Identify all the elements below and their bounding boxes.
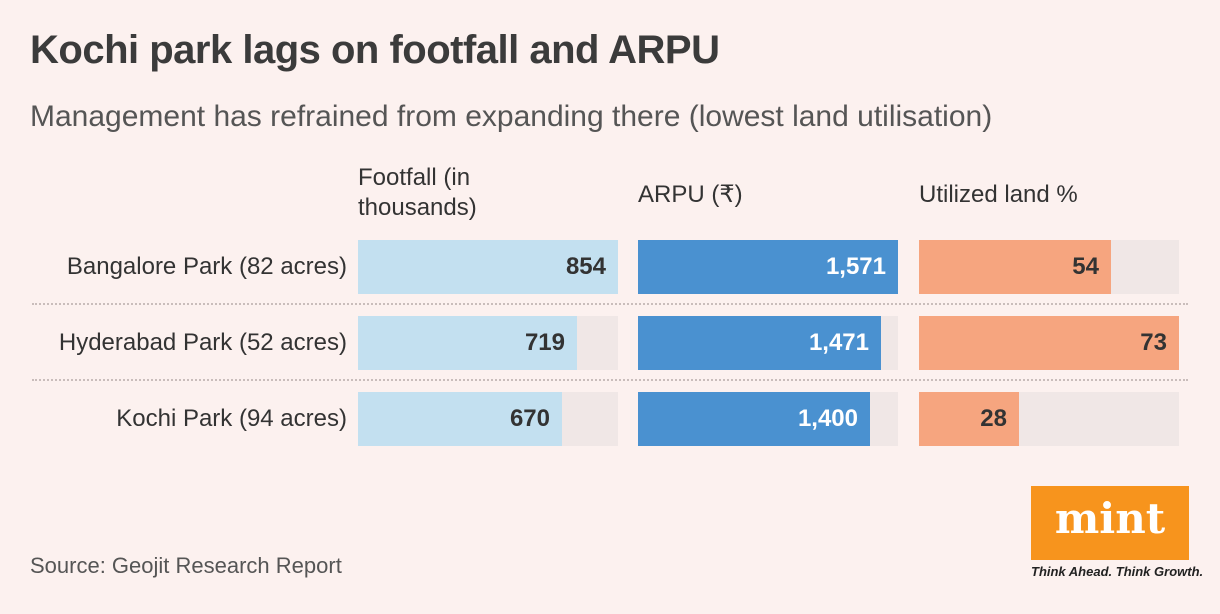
bar-track-arpu: 1,571 — [638, 240, 898, 294]
row-divider — [32, 379, 1188, 381]
bar-land: 28 — [919, 392, 1019, 446]
bar-value-arpu: 1,471 — [808, 329, 869, 356]
bar-value-land: 28 — [980, 405, 1007, 432]
bar-value-footfall: 719 — [524, 329, 565, 356]
bar-track-footfall: 670 — [358, 392, 618, 446]
bar-track-arpu: 1,471 — [638, 316, 898, 370]
source-note: Source: Geojit Research Report — [30, 553, 342, 578]
bar-land: 73 — [919, 316, 1179, 370]
bar-value-arpu: 1,400 — [797, 405, 858, 432]
row-label: Bangalore Park (82 acres) — [66, 253, 347, 280]
bar-track-land: 73 — [919, 316, 1179, 370]
bar-track-land: 28 — [919, 392, 1179, 446]
column-header-land-line1: Utilized land % — [919, 181, 1078, 208]
bar-track-footfall: 719 — [358, 316, 618, 370]
bar-track-footfall: 854 — [358, 240, 618, 294]
bar-value-arpu: 1,571 — [825, 253, 886, 280]
bar-value-footfall: 854 — [565, 253, 606, 280]
bar-arpu: 1,471 — [638, 316, 881, 370]
bar-footfall: 854 — [358, 240, 618, 294]
column-header-land: Utilized land % — [919, 180, 1078, 210]
mint-tagline: Think Ahead. Think Growth. — [1031, 564, 1204, 579]
bar-footfall: 670 — [358, 392, 562, 446]
column-header-arpu: ARPU (₹) — [638, 180, 743, 210]
mint-logo-text: mint — [1054, 494, 1166, 543]
bar-arpu: 1,400 — [638, 392, 870, 446]
bar-arpu: 1,571 — [638, 240, 898, 294]
row-label: Kochi Park (94 acres) — [116, 405, 347, 432]
column-header-footfall: Footfall (in thousands) — [358, 163, 477, 223]
chart-title: Kochi park lags on footfall and ARPU — [30, 28, 720, 72]
bar-track-arpu: 1,400 — [638, 392, 898, 446]
column-header-arpu-line1: ARPU (₹) — [638, 181, 743, 208]
bar-value-footfall: 670 — [509, 405, 550, 432]
bar-value-land: 54 — [1072, 253, 1099, 280]
mint-logo: mint — [1031, 486, 1189, 560]
row-divider — [32, 303, 1188, 305]
row-label: Hyderabad Park (52 acres) — [58, 329, 347, 356]
bar-footfall: 719 — [358, 316, 577, 370]
column-header-footfall-line1: Footfall (in — [358, 164, 471, 191]
bar-value-land: 73 — [1140, 329, 1167, 356]
column-header-footfall-line2: thousands) — [358, 194, 477, 221]
chart-subtitle: Management has refrained from expanding … — [30, 100, 993, 133]
bar-land: 54 — [919, 240, 1111, 294]
bar-track-land: 54 — [919, 240, 1179, 294]
